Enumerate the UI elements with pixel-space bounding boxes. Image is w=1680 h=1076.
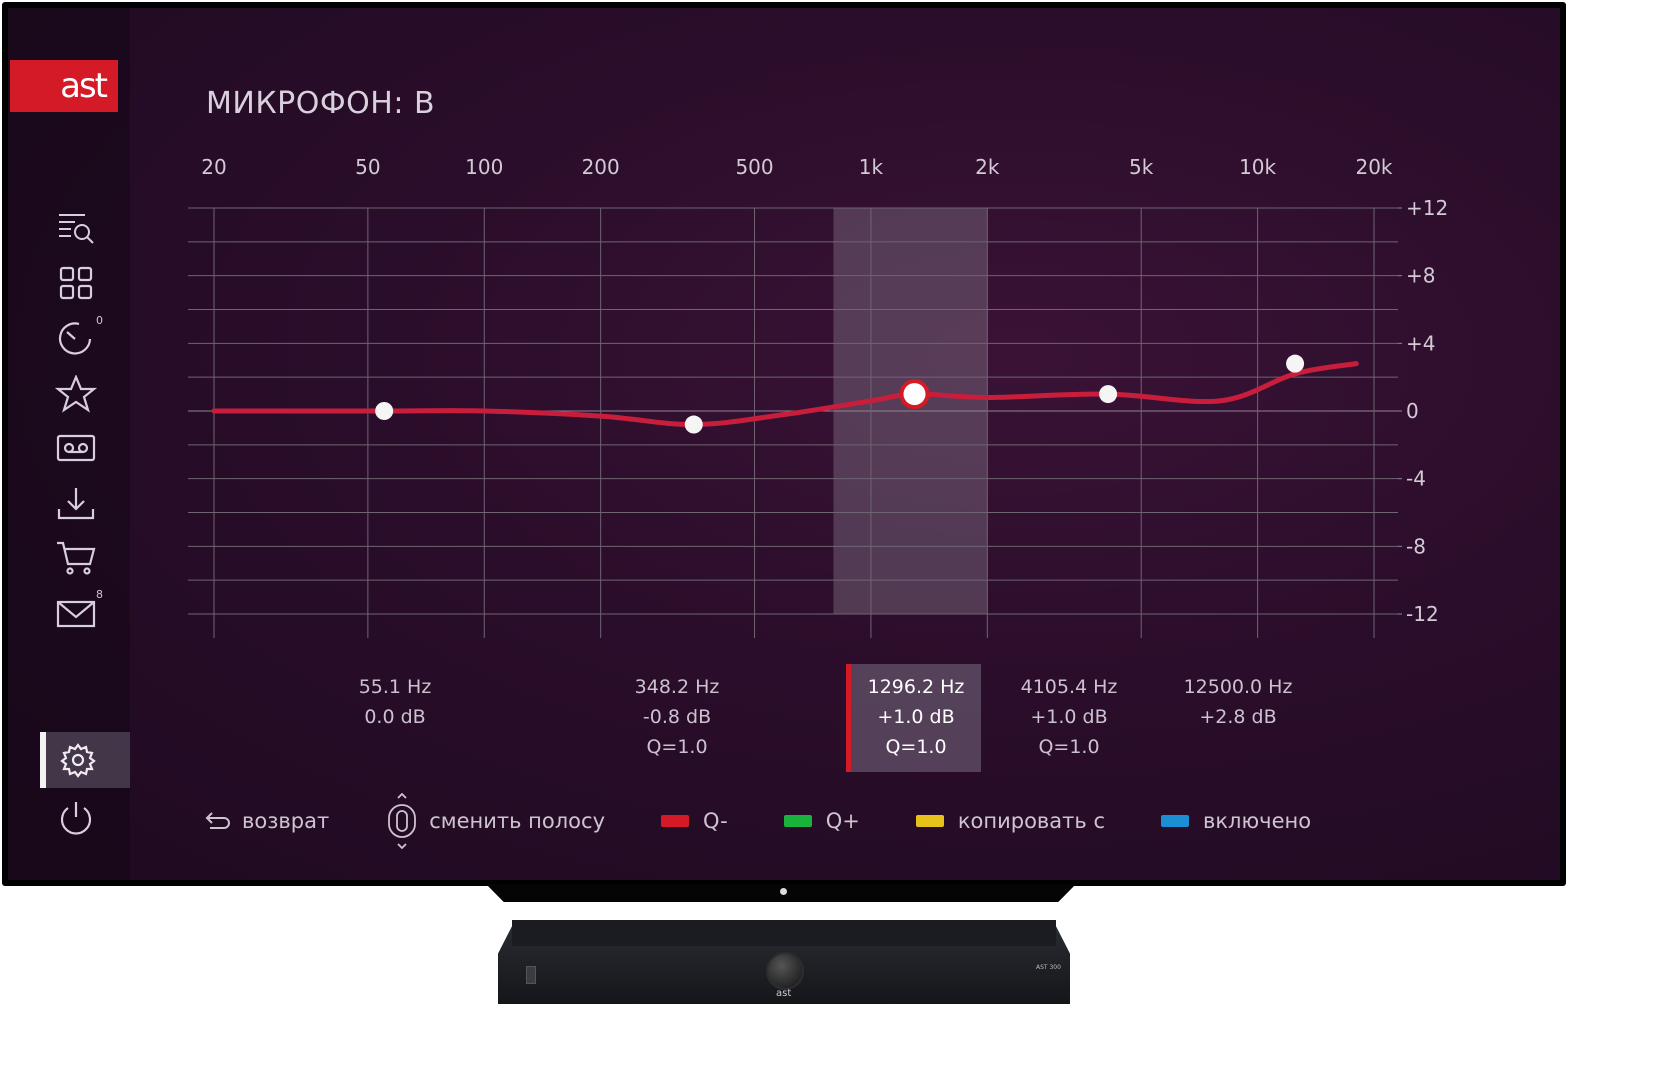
band-gain: +2.8 dB xyxy=(1199,706,1277,728)
switch-band-label: сменить полосу xyxy=(429,809,605,833)
blue-key-hint[interactable]: включено xyxy=(1161,809,1311,833)
timer-badge: 0 xyxy=(96,314,103,327)
x-tick-label: 2k xyxy=(975,155,1000,179)
cassette-icon[interactable] xyxy=(54,428,98,468)
search-list-icon[interactable] xyxy=(54,208,98,248)
back-hint[interactable]: возврат xyxy=(204,809,329,833)
band-freq: 55.1 Hz xyxy=(358,676,432,698)
y-tick-label: -4 xyxy=(1406,467,1426,491)
timer-icon[interactable] xyxy=(54,318,98,358)
x-tick-label: 5k xyxy=(1129,155,1154,179)
set-top-box-top xyxy=(512,920,1056,946)
mail-badge: 8 xyxy=(96,588,103,601)
green-key-label: Q+ xyxy=(825,809,860,833)
back-label: возврат xyxy=(242,809,330,833)
cart-icon[interactable] xyxy=(54,538,98,578)
band-handle-4[interactable] xyxy=(1099,385,1118,404)
band-gain: -0.8 dB xyxy=(642,706,712,728)
band-label-4[interactable]: 4105.4 Hz +1.0 dB Q=1.0 xyxy=(1004,672,1134,762)
band-freq: 348.2 Hz xyxy=(634,676,720,698)
y-tick-label: +4 xyxy=(1406,331,1435,355)
yellow-key-hint[interactable]: копировать с xyxy=(915,809,1105,833)
set-top-box-brand: ast xyxy=(776,988,792,999)
x-tick-label: 20k xyxy=(1355,155,1392,179)
band-label-3-selected[interactable]: 1296.2 Hz +1.0 dB Q=1.0 xyxy=(846,664,981,772)
band-freq: 1296.2 Hz xyxy=(867,676,965,698)
red-key-hint[interactable]: Q- xyxy=(661,809,728,833)
band-q: Q=1.0 xyxy=(885,736,947,758)
band-freq: 4105.4 Hz xyxy=(1020,676,1118,698)
y-tick-label: -8 xyxy=(1406,534,1426,558)
gear-icon xyxy=(56,740,100,780)
y-tick-label: +8 xyxy=(1406,264,1435,288)
blue-key-label: включено xyxy=(1203,809,1312,833)
band-handle-1[interactable] xyxy=(375,402,394,420)
blue-key-swatch xyxy=(1161,815,1189,827)
brand-logo: ast xyxy=(10,60,118,112)
x-tick-label: 10k xyxy=(1239,155,1276,179)
y-tick-label: +12 xyxy=(1406,196,1448,220)
download-icon[interactable] xyxy=(54,484,98,524)
sidebar-item-settings[interactable] xyxy=(40,732,130,788)
red-key-swatch xyxy=(661,815,689,827)
set-top-box-button xyxy=(766,952,804,990)
switch-band-hint[interactable]: сменить полосу xyxy=(385,793,605,849)
remote-dpad-icon xyxy=(388,793,417,849)
red-key-label: Q- xyxy=(703,809,728,833)
green-key-hint[interactable]: Q+ xyxy=(783,809,860,833)
eq-response-curve xyxy=(211,361,1359,428)
band-gain: +1.0 dB xyxy=(1030,706,1108,728)
x-tick-label: 500 xyxy=(735,155,773,179)
x-tick-label: 20 xyxy=(201,155,226,179)
footer-hints: возврат сменить полосу Q- Q+ копировать … xyxy=(204,793,1367,849)
y-tick-label: -12 xyxy=(1406,602,1439,626)
x-tick-label: 200 xyxy=(582,155,620,179)
band-label-2[interactable]: 348.2 Hz -0.8 dB Q=1.0 xyxy=(612,672,742,762)
green-key-swatch xyxy=(783,815,812,827)
x-tick-label: 1k xyxy=(859,155,884,179)
band-handle-selected[interactable] xyxy=(903,383,926,406)
x-tick-label: 100 xyxy=(465,155,503,179)
usb-port xyxy=(526,966,536,984)
band-handle-2[interactable] xyxy=(684,415,703,434)
x-tick-label: 50 xyxy=(355,155,380,179)
star-icon[interactable] xyxy=(54,374,98,414)
tv-power-led xyxy=(780,888,787,895)
band-gain: +1.0 dB xyxy=(877,706,955,728)
band-label-1[interactable]: 55.1 Hz 0.0 dB xyxy=(330,672,460,732)
band-handle-5[interactable] xyxy=(1286,354,1305,373)
yellow-key-swatch xyxy=(915,815,944,827)
mail-icon[interactable] xyxy=(54,594,98,634)
page-title: МИКРОФОН: В xyxy=(206,86,436,121)
set-top-box-model: AST 300 xyxy=(1036,964,1061,971)
back-arrow-icon xyxy=(205,812,230,829)
selection-bar xyxy=(40,732,46,788)
band-q: Q=1.0 xyxy=(1038,736,1100,758)
equalizer-chart[interactable]: 20 50 100 200 500 1k 2k 5k 10k 20k +12 +8 +4 0 -4 -8 -12 xyxy=(8,8,1560,880)
band-label-5[interactable]: 12500.0 Hz +2.8 dB xyxy=(1168,672,1308,732)
band-q: Q=1.0 xyxy=(646,736,708,758)
band-gain: 0.0 dB xyxy=(364,706,426,728)
tv-screen: ast 0 xyxy=(8,8,1560,880)
power-icon[interactable] xyxy=(54,798,98,838)
band-freq: 12500.0 Hz xyxy=(1183,676,1293,698)
grid-icon[interactable] xyxy=(54,264,98,304)
tv-frame: ast 0 xyxy=(2,2,1566,886)
yellow-key-label: копировать с xyxy=(957,809,1105,833)
y-tick-label: 0 xyxy=(1406,399,1419,423)
sidebar: ast 0 xyxy=(8,8,130,880)
